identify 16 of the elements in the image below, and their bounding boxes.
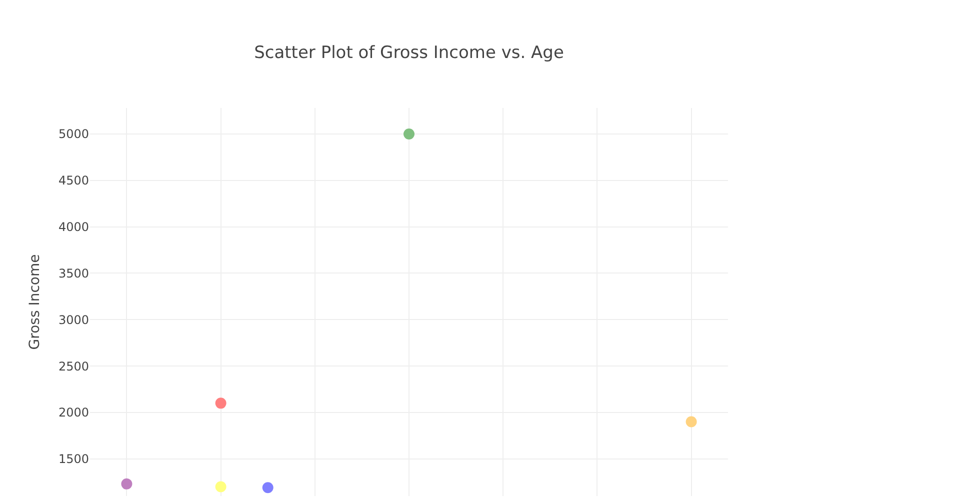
point [215, 481, 226, 492]
chart-title: Scatter Plot of Gross Income vs. Age [254, 42, 564, 63]
y-tick-label: 3500 [58, 266, 89, 280]
y-tick-label: 2000 [58, 406, 89, 420]
y-tick-label: 1500 [58, 452, 89, 466]
y-tick-label: 4500 [58, 174, 89, 188]
y-tick-label: 3000 [58, 312, 89, 327]
y-axis-title: Gross Income [27, 254, 44, 350]
y-tick-label: 4000 [58, 220, 89, 234]
y-tick-label: 5000 [58, 127, 89, 142]
point [686, 416, 697, 428]
point [121, 478, 132, 490]
y-tick-label: 2500 [58, 359, 89, 374]
point [215, 398, 226, 409]
point [262, 482, 274, 494]
point [404, 128, 414, 140]
